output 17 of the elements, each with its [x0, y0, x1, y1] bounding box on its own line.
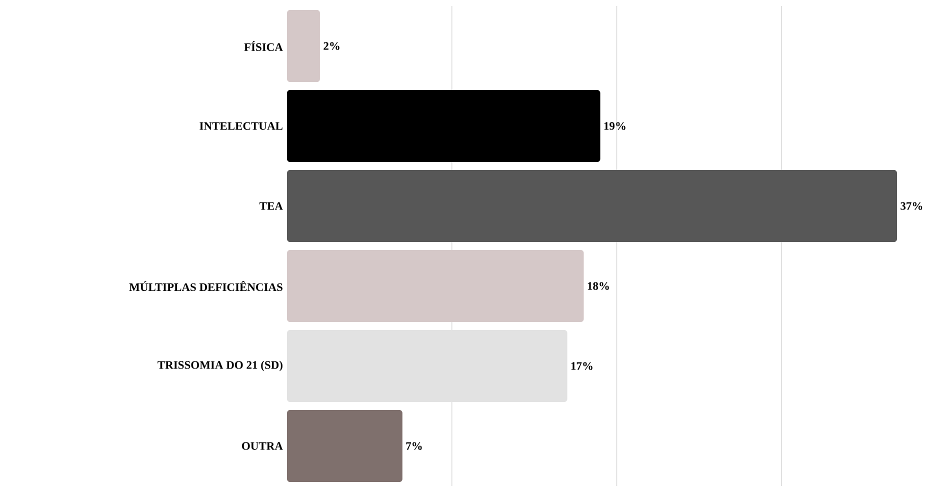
bar: [287, 10, 320, 82]
bar: [287, 250, 584, 322]
data-label: 2%: [324, 42, 340, 50]
data-label: 7%: [406, 442, 422, 450]
bar: [287, 90, 600, 162]
data-label: 17%: [571, 362, 592, 370]
y-tick-label: MÚLTIPLAS DEFICIÊNCIAS: [129, 280, 282, 292]
bar: [287, 170, 898, 242]
y-tick-label: TRISSOMIA DO 21 (SD): [158, 360, 282, 372]
y-tick-label: FÍSICA: [244, 41, 283, 51]
bar: [287, 410, 402, 482]
y-tick-label: INTELECTUAL: [200, 122, 282, 130]
y-tick-label: TEA: [260, 202, 283, 210]
y-tick-label: OUTRA: [242, 442, 283, 450]
data-label: 18%: [588, 282, 609, 290]
data-label: 37%: [900, 202, 922, 210]
data-label: 19%: [604, 122, 626, 130]
